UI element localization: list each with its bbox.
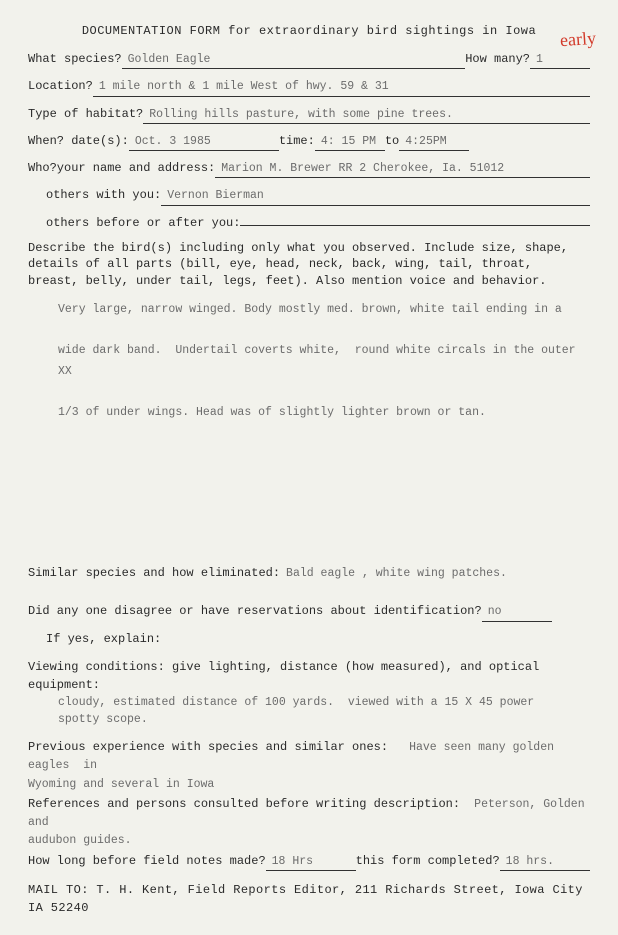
who-value: Marion M. Brewer RR 2 Cherokee, Ia. 5101… [215, 160, 590, 178]
similar-label: Similar species and how eliminated: [28, 564, 280, 582]
others-with-value: Vernon Bierman [161, 187, 590, 205]
prev-block: Previous experience with species and sim… [28, 738, 590, 793]
howmany-label: How many? [465, 50, 530, 68]
formdone-label: this form completed? [356, 852, 500, 870]
documentation-form: early DOCUMENTATION FORM for extraordina… [0, 0, 618, 935]
location-label: Location? [28, 77, 93, 95]
habitat-value: Rolling hills pasture, with some pine tr… [143, 106, 590, 124]
ifyes-row: If yes, explain: [46, 630, 590, 648]
habitat-row: Type of habitat? Rolling hills pasture, … [28, 105, 590, 124]
when-date-value: Oct. 3 1985 [129, 133, 279, 151]
species-label: What species? [28, 50, 122, 68]
prev-label: Previous experience with species and sim… [28, 740, 388, 754]
location-row: Location? 1 mile north & 1 mile West of … [28, 77, 590, 96]
others-before-value [240, 225, 590, 226]
others-before-row: others before or after you: [46, 214, 590, 232]
time-label: time: [279, 132, 315, 150]
describe-block: Describe the bird(s) including only what… [28, 240, 590, 425]
viewing-label: Viewing conditions: give lighting, dista… [28, 658, 590, 694]
time-from-value: 4: 15 PM [315, 133, 385, 151]
form-title: DOCUMENTATION FORM for extraordinary bir… [28, 22, 590, 40]
disagree-row: Did any one disagree or have reservation… [28, 602, 590, 621]
describe-text: Very large, narrow winged. Body mostly m… [58, 300, 590, 424]
location-value: 1 mile north & 1 mile West of hwy. 59 & … [93, 78, 590, 96]
ref-label: References and persons consulted before … [28, 797, 460, 811]
species-row: What species? Golden Eagle How many? 1 [28, 50, 590, 69]
time-to-label: to [385, 132, 399, 150]
similar-row: Similar species and how eliminated: Bald… [28, 564, 590, 582]
mail-to: MAIL TO: T. H. Kent, Field Reports Edito… [28, 881, 590, 917]
howlong-label: How long before field notes made? [28, 852, 266, 870]
who-row: Who?your name and address: Marion M. Bre… [28, 159, 590, 178]
habitat-label: Type of habitat? [28, 105, 143, 123]
others-before-label: others before or after you: [46, 214, 240, 232]
describe-label: Describe the bird(s) including only what… [28, 240, 590, 290]
ifyes-label: If yes, explain: [46, 630, 161, 648]
others-with-label: others with you: [46, 186, 161, 204]
disagree-value: no [482, 603, 552, 621]
viewing-value: cloudy, estimated distance of 100 yards.… [58, 694, 590, 729]
viewing-block: Viewing conditions: give lighting, dista… [28, 658, 590, 729]
howlong-value: 18 Hrs [266, 853, 356, 871]
when-row: When? date(s): Oct. 3 1985 time: 4: 15 P… [28, 132, 590, 151]
similar-value: Bald eagle , white wing patches. [280, 565, 507, 582]
formdone-value: 18 hrs. [500, 853, 590, 871]
who-label: Who?your name and address: [28, 159, 215, 177]
when-label: When? date(s): [28, 132, 129, 150]
ref-block: References and persons consulted before … [28, 795, 590, 850]
handwritten-note: early [559, 25, 597, 54]
time-to-value: 4:25PM [399, 133, 469, 151]
howlong-row: How long before field notes made? 18 Hrs… [28, 852, 590, 871]
disagree-label: Did any one disagree or have reservation… [28, 602, 482, 620]
others-with-row: others with you: Vernon Bierman [46, 186, 590, 205]
species-value: Golden Eagle [122, 51, 466, 69]
